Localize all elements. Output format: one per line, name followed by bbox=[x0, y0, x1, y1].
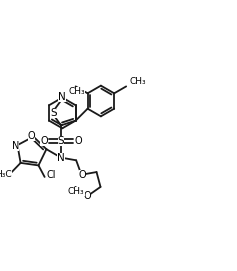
Text: O: O bbox=[40, 136, 48, 146]
Text: N: N bbox=[57, 153, 65, 163]
Text: O: O bbox=[78, 170, 86, 180]
Text: CH₃: CH₃ bbox=[68, 87, 85, 96]
Text: S: S bbox=[51, 108, 57, 118]
Text: S: S bbox=[58, 136, 64, 146]
Text: O: O bbox=[28, 131, 35, 141]
Text: Cl: Cl bbox=[47, 170, 56, 180]
Text: CH₃: CH₃ bbox=[68, 187, 85, 196]
Text: O: O bbox=[83, 191, 91, 201]
Text: H₃C: H₃C bbox=[0, 170, 12, 179]
Text: N: N bbox=[12, 141, 19, 151]
Text: N: N bbox=[59, 92, 66, 102]
Text: CH₃: CH₃ bbox=[129, 77, 146, 86]
Text: O: O bbox=[74, 136, 82, 146]
